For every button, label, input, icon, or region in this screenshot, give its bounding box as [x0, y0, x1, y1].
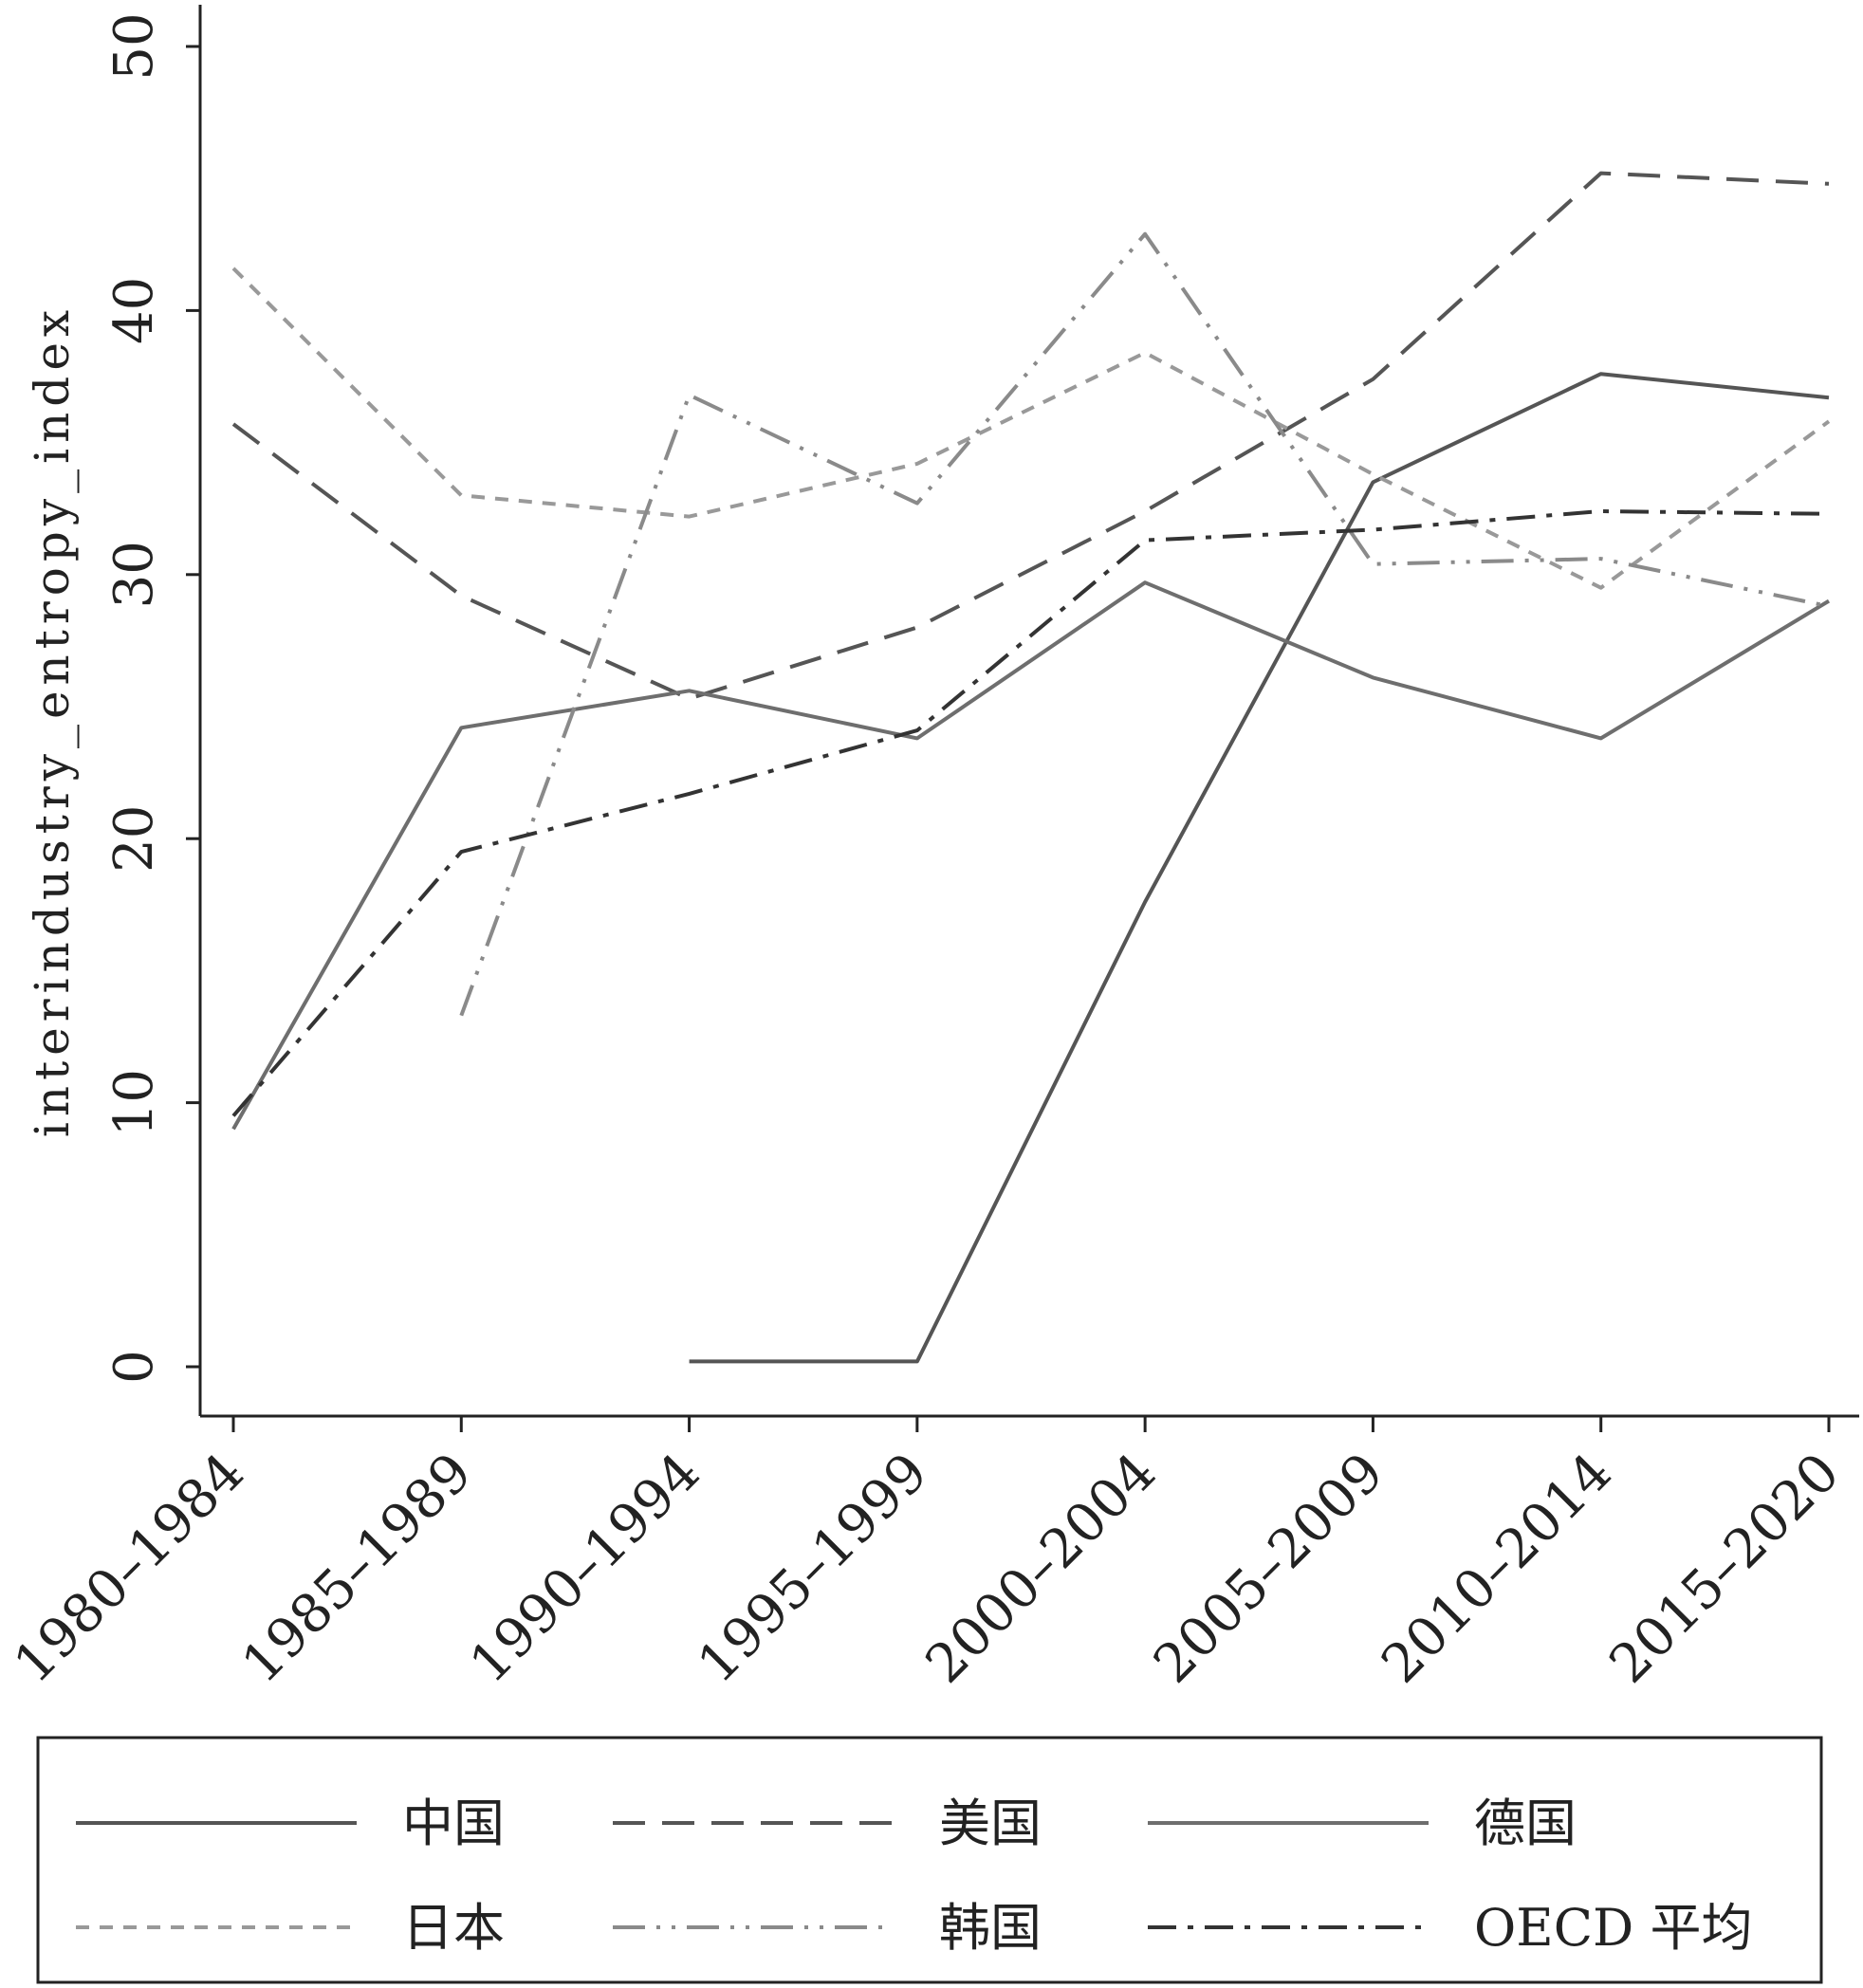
x-tick-label: 2005–2009 [1142, 1442, 1395, 1695]
x-tick-label: 1990–1994 [458, 1442, 711, 1695]
x-tick-label: 1985–1989 [231, 1442, 484, 1695]
series-line [459, 231, 1830, 1017]
series-line [231, 580, 1831, 1131]
series-line [231, 171, 1830, 701]
series-line [689, 372, 1830, 1364]
x-tick-label: 2015–2020 [1598, 1442, 1852, 1695]
legend-label: OECD 平均 [1474, 1898, 1752, 1958]
legend-label: 德国 [1474, 1794, 1577, 1853]
series-line [231, 267, 1831, 590]
x-tick-label: 2000–2004 [914, 1442, 1168, 1695]
y-tick-label: 30 [103, 541, 165, 608]
plot-lines [231, 171, 1831, 1364]
y-tick-label: 50 [103, 12, 165, 80]
y-tick-label: 10 [103, 1069, 165, 1136]
legend-box [36, 1736, 1823, 1984]
y-tick-label: 20 [103, 805, 165, 873]
y-axis-title: interindustry_entropy_index [25, 304, 80, 1137]
legend-label: 美国 [939, 1794, 1042, 1853]
y-tick-label: 0 [103, 1350, 165, 1384]
y-ticks: 0 10 20 30 40 50 [103, 12, 200, 1384]
legend-label: 日本 [402, 1898, 505, 1958]
series-line [231, 509, 1830, 1117]
y-tick-label: 40 [103, 277, 165, 344]
legend-label: 中国 [402, 1794, 505, 1853]
axes [198, 5, 1859, 1418]
x-tick-label: 2010–2014 [1370, 1442, 1623, 1695]
x-ticks: 1980–19841985–19891990–19941995–19992000… [3, 1416, 1852, 1695]
legend-label: 韩国 [939, 1898, 1042, 1958]
x-tick-label: 1980–1984 [3, 1442, 256, 1695]
x-tick-label: 1995–1999 [686, 1442, 939, 1695]
